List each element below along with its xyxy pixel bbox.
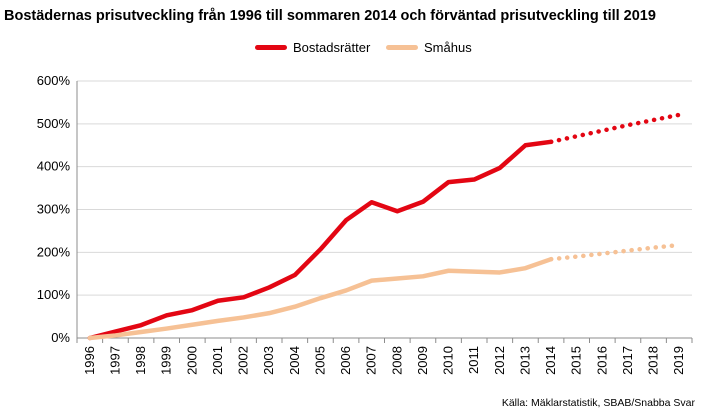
x-tick-label: 1999 xyxy=(159,346,174,375)
legend-swatch-bostadsratter xyxy=(255,45,287,50)
y-tick-label: 500% xyxy=(37,116,71,131)
forecast-line-smahus xyxy=(548,242,682,262)
x-tick-label: 2012 xyxy=(492,346,507,375)
y-tick-label: 200% xyxy=(37,244,71,259)
source-note: Källa: Mäklarstatistik, SBAB/Snabba Svar xyxy=(501,397,695,409)
x-tick-label: 2005 xyxy=(312,346,327,375)
y-tick-label: 600% xyxy=(37,73,71,88)
x-tick-label: 2002 xyxy=(236,346,251,375)
legend: Bostadsrätter Småhus xyxy=(0,40,717,60)
x-tick-label: 1996 xyxy=(82,346,97,375)
x-tick-label: 2007 xyxy=(364,346,379,375)
legend-label-bostadsratter: Bostadsrätter xyxy=(293,40,371,55)
x-tick-label: 2001 xyxy=(210,346,225,375)
x-tick-label: 2008 xyxy=(389,346,404,375)
x-tick-label: 2011 xyxy=(466,346,481,374)
y-tick-label: 0% xyxy=(51,330,70,345)
x-tick-label: 2016 xyxy=(594,346,609,375)
x-tick-label: 2017 xyxy=(620,346,635,375)
legend-label-smahus: Småhus xyxy=(424,40,472,55)
series-line-smahus xyxy=(87,256,554,341)
x-tick-label: 2019 xyxy=(671,346,686,375)
series-line-bostadsratter xyxy=(87,139,554,341)
legend-item-smahus: Småhus xyxy=(386,40,472,55)
x-tick-label: 1997 xyxy=(107,346,122,375)
x-tick-label: 1998 xyxy=(133,346,148,375)
chart-title: Bostädernas prisutveckling från 1996 til… xyxy=(4,8,656,24)
x-tick-label: 2015 xyxy=(569,346,584,375)
legend-swatch-smahus xyxy=(386,45,418,50)
x-tick-label: 2009 xyxy=(415,346,430,375)
x-tick-label: 2004 xyxy=(287,346,302,375)
legend-item-bostadsratter: Bostadsrätter xyxy=(255,40,370,55)
x-tick-label: 2006 xyxy=(338,346,353,375)
x-tick-label: 2018 xyxy=(646,346,661,375)
x-tick-label: 2010 xyxy=(441,346,456,375)
x-tick-label: 2003 xyxy=(261,346,276,375)
forecast-line-bostadsratter xyxy=(548,112,682,145)
y-tick-label: 400% xyxy=(37,159,71,174)
x-tick-label: 2014 xyxy=(543,346,558,375)
x-tick-label: 2000 xyxy=(184,346,199,375)
y-tick-label: 300% xyxy=(37,202,71,217)
y-tick-label: 100% xyxy=(37,287,71,302)
x-tick-label: 2013 xyxy=(517,346,532,375)
